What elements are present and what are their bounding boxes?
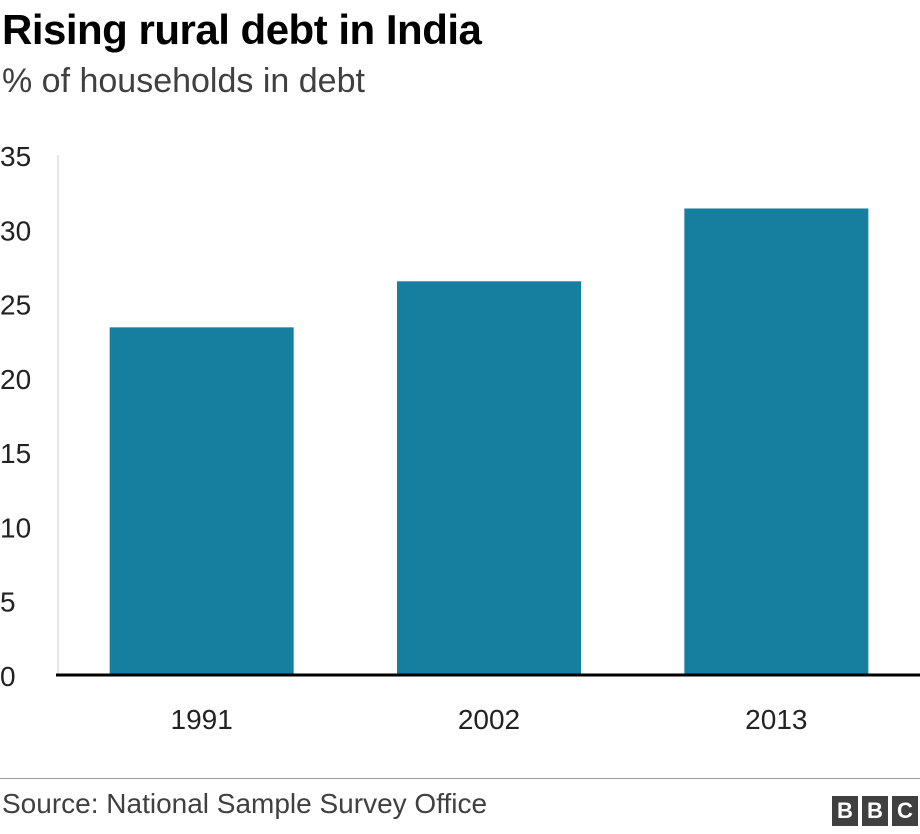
bbc-logo: B B C — [832, 796, 918, 826]
logo-letter-b1: B — [832, 796, 858, 826]
x-tick-label: 2002 — [458, 704, 520, 735]
y-tick-label: 5 — [0, 587, 16, 618]
footer-divider — [0, 778, 920, 779]
logo-letter: B — [837, 798, 853, 823]
x-tick-label: 2013 — [745, 704, 807, 735]
bar-chart: 0 5 10 15 20 25 30 35 1991 2002 2013 — [0, 141, 920, 735]
bar-2002 — [397, 281, 581, 675]
logo-letter-c: C — [892, 796, 918, 826]
y-tick-label: 10 — [0, 512, 31, 543]
y-tick-label: 0 — [0, 661, 16, 692]
y-tick-label: 35 — [0, 141, 31, 172]
logo-letter: B — [867, 798, 883, 823]
logo-letter-b2: B — [862, 796, 888, 826]
chart-subtitle: % of households in debt — [2, 62, 365, 100]
y-tick-label: 30 — [0, 215, 31, 246]
chart-title: Rising rural debt in India — [2, 6, 482, 53]
y-tick-label: 25 — [0, 290, 31, 321]
bar-2013 — [684, 208, 869, 675]
y-tick-label: 15 — [0, 438, 31, 469]
logo-letter: C — [897, 798, 913, 823]
x-tick-label: 1991 — [171, 704, 233, 735]
bar-1991 — [109, 327, 294, 675]
y-tick-label: 20 — [0, 364, 31, 395]
source-note: Source: National Sample Survey Office — [2, 788, 488, 819]
